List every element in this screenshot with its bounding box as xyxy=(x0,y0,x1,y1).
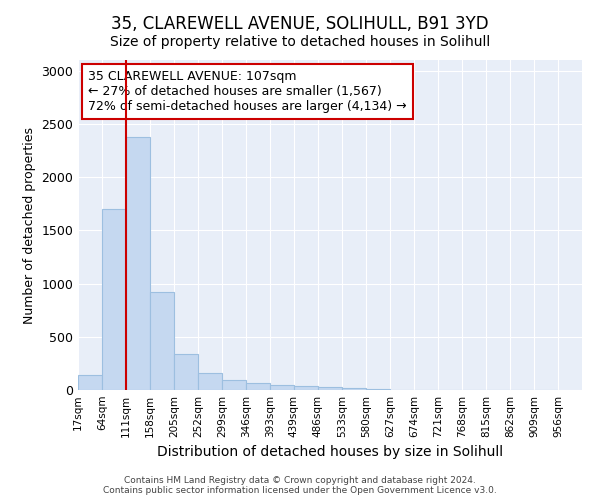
Text: Size of property relative to detached houses in Solihull: Size of property relative to detached ho… xyxy=(110,35,490,49)
Bar xyxy=(246,383,270,390)
Bar xyxy=(174,354,198,390)
Text: Contains HM Land Registry data © Crown copyright and database right 2024.
Contai: Contains HM Land Registry data © Crown c… xyxy=(103,476,497,495)
Bar xyxy=(366,389,390,390)
X-axis label: Distribution of detached houses by size in Solihull: Distribution of detached houses by size … xyxy=(157,446,503,460)
Bar xyxy=(150,292,174,390)
Bar xyxy=(294,386,318,390)
Bar xyxy=(318,388,342,390)
Y-axis label: Number of detached properties: Number of detached properties xyxy=(23,126,36,324)
Bar xyxy=(222,380,246,390)
Bar xyxy=(342,388,366,390)
Bar xyxy=(102,209,126,390)
Bar xyxy=(198,373,222,390)
Bar xyxy=(78,375,102,390)
Text: 35 CLAREWELL AVENUE: 107sqm
← 27% of detached houses are smaller (1,567)
72% of : 35 CLAREWELL AVENUE: 107sqm ← 27% of det… xyxy=(88,70,407,113)
Bar xyxy=(126,136,150,390)
Text: 35, CLAREWELL AVENUE, SOLIHULL, B91 3YD: 35, CLAREWELL AVENUE, SOLIHULL, B91 3YD xyxy=(111,15,489,33)
Bar xyxy=(270,384,294,390)
